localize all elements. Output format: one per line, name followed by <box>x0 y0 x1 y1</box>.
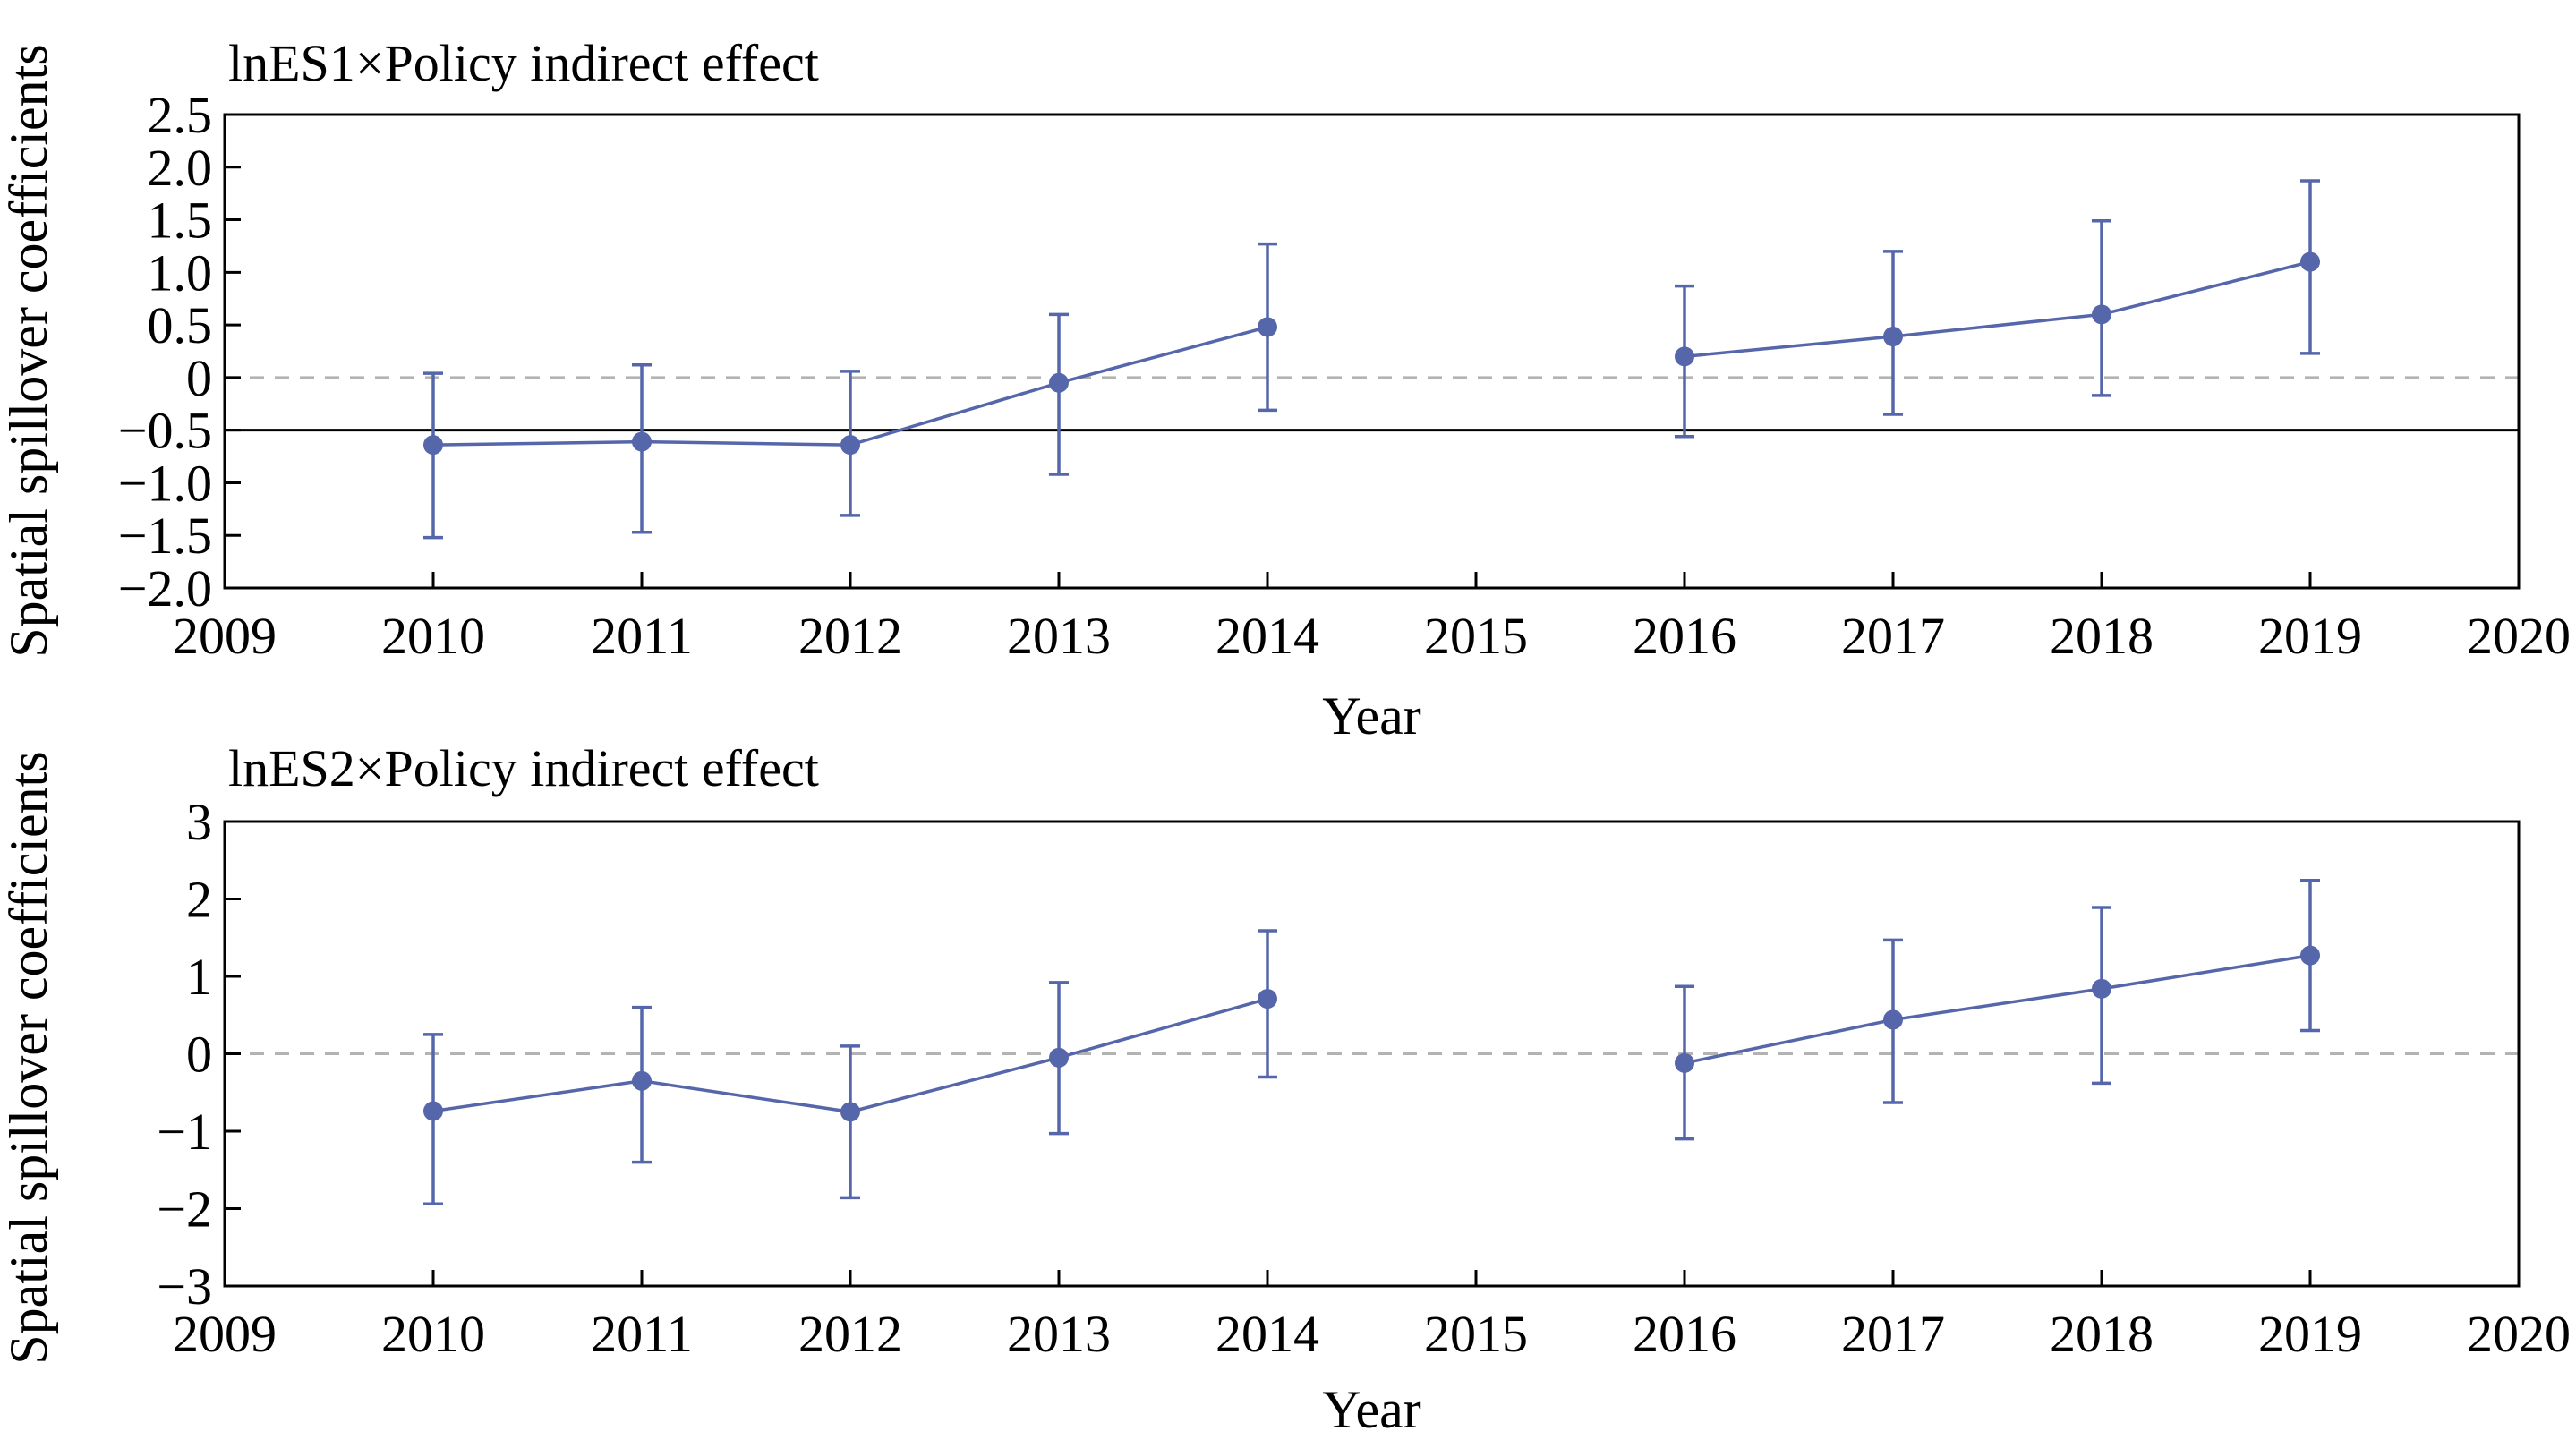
series-line-segment <box>641 1079 851 1114</box>
data-point <box>2092 978 2111 999</box>
plot-frame <box>223 113 2521 590</box>
data-point <box>1675 1052 1694 1073</box>
x-tick-label: 2019 <box>2258 607 2362 665</box>
data-point <box>2300 251 2320 272</box>
data-point <box>632 431 652 452</box>
data-point <box>2300 945 2320 966</box>
y-tick-label: 2.5 <box>148 86 213 144</box>
x-tick-label: 2009 <box>173 607 277 665</box>
series-line-segment <box>1892 987 2103 1022</box>
series-line-segment <box>1058 997 1268 1060</box>
y-tick-label: 3 <box>186 793 212 851</box>
x-tick-label: 2016 <box>1633 607 1736 665</box>
data-point <box>1049 372 1069 393</box>
data-point <box>632 1070 652 1091</box>
x-tick-label: 2020 <box>2467 607 2571 665</box>
x-tick-label: 2014 <box>1215 607 1319 665</box>
y-tick-label: −0.5 <box>118 402 212 460</box>
y-tick-label: −1.0 <box>118 454 212 512</box>
x-tick-label: 2013 <box>1007 1305 1111 1363</box>
series-line-segment <box>2101 953 2311 991</box>
x-tick-label: 2010 <box>381 1305 485 1363</box>
series-line-segment <box>1058 325 1268 385</box>
y-tick-label: 0.5 <box>148 296 213 354</box>
x-tick-label: 2018 <box>2050 607 2154 665</box>
data-point <box>840 1102 860 1122</box>
y-axis-label: Spatial spillover coefficients <box>0 44 58 657</box>
series-line-segment <box>641 439 851 447</box>
y-tick-label: 1 <box>186 948 212 1006</box>
data-point <box>1049 1047 1069 1068</box>
x-tick-label: 2014 <box>1215 1305 1319 1363</box>
series-line-segment <box>2101 260 2311 317</box>
x-tick-label: 2009 <box>173 1305 277 1363</box>
plot-frame <box>223 820 2521 1288</box>
panel-lnes1-policy: 2009 2010 2011 2012 2013 2014 2015 2016 2017 2018… <box>0 34 2571 745</box>
data-point <box>1883 1009 1903 1030</box>
x-tick-label: 2011 <box>591 1305 693 1363</box>
panel-title: lnES1×Policy indirect effect <box>228 34 819 92</box>
y-tick-label: 1.0 <box>148 243 213 302</box>
x-tick-label: 2010 <box>381 607 485 665</box>
y-tick-label: 2 <box>186 871 212 929</box>
y-tick-label: 2.0 <box>148 139 213 197</box>
x-tick-label: 2020 <box>2467 1305 2571 1363</box>
y-tick-label: 0 <box>186 1026 212 1084</box>
data-point <box>1258 989 1277 1009</box>
x-tick-label: 2019 <box>2258 1305 2362 1363</box>
data-point <box>1258 317 1277 337</box>
x-tick-label: 2017 <box>1841 1305 1945 1363</box>
data-point <box>423 435 443 456</box>
x-tick-label: 2015 <box>1424 1305 1528 1363</box>
data-point <box>2092 304 2111 325</box>
x-tick-label: 2011 <box>591 607 693 665</box>
x-tick-label: 2012 <box>798 607 902 665</box>
series-line-segment <box>432 439 643 447</box>
x-tick-label: 2016 <box>1633 1305 1736 1363</box>
data-point <box>423 1101 443 1121</box>
data-point <box>840 435 860 456</box>
panel-title: lnES2×Policy indirect effect <box>228 739 819 797</box>
x-axis-label: Year <box>1322 686 1421 745</box>
x-tick-label: 2012 <box>798 1305 902 1363</box>
y-tick-label: −1 <box>157 1103 212 1161</box>
x-tick-label: 2018 <box>2050 1305 2154 1363</box>
series-line-segment <box>1684 335 1894 359</box>
x-tick-label: 2017 <box>1841 607 1945 665</box>
y-axis-label: Spatial spillover coefficients <box>0 751 58 1364</box>
data-point <box>1883 327 1903 347</box>
y-tick-label: −3 <box>157 1257 212 1316</box>
panel-lnes2-policy: 2009 2010 2011 2012 2013 2014 2015 2016 2017 2018… <box>0 739 2571 1431</box>
x-tick-label: 2015 <box>1424 607 1528 665</box>
x-tick-label: 2013 <box>1007 607 1111 665</box>
data-point <box>1675 346 1694 367</box>
y-tick-label: −2 <box>157 1180 212 1239</box>
y-tick-label: 1.5 <box>148 192 213 250</box>
y-tick-label: −1.5 <box>118 507 212 565</box>
y-tick-label: −2.0 <box>118 559 212 618</box>
series-line-segment <box>849 381 1060 447</box>
series-line-segment <box>1892 312 2103 338</box>
series-line-segment <box>849 1056 1060 1114</box>
series-line-segment <box>1684 1018 1894 1065</box>
y-tick-label: 0 <box>186 349 212 407</box>
x-axis-label: Year <box>1322 1380 1421 1431</box>
series-line-segment <box>432 1079 643 1113</box>
